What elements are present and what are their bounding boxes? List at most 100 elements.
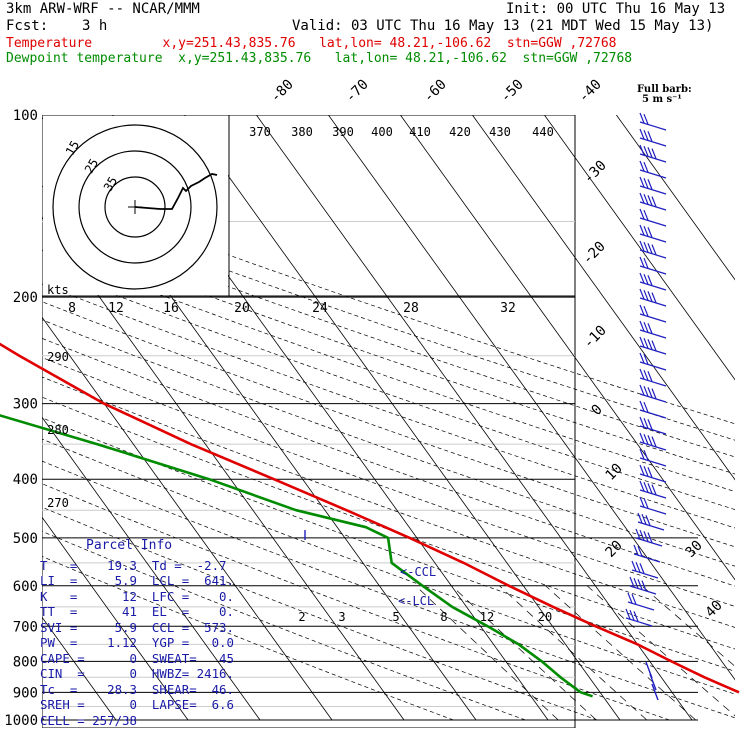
wind-barb-flag xyxy=(631,593,637,605)
wind-barb-staff xyxy=(639,361,667,371)
pressure-tick-label: 900 xyxy=(13,685,38,701)
theta-label: 280 xyxy=(47,423,69,437)
parcel-info-row: SREH = 0 LAPSE= 6.6 xyxy=(40,697,234,712)
wind-barb-staff xyxy=(639,505,667,515)
wind-barb-flag xyxy=(639,192,645,204)
mixing-ratio-label: 5 xyxy=(392,610,399,624)
wind-barb-flag xyxy=(639,563,645,574)
isotherm xyxy=(42,616,117,721)
pressure-tick-label: 1000 xyxy=(4,713,38,729)
wind-barb-flag xyxy=(647,131,653,142)
dewpoint-hook xyxy=(580,691,594,698)
dewpoint-legend: Dewpoint temperature x,y=251.43,835.76 l… xyxy=(6,51,633,66)
isotherm xyxy=(328,115,735,681)
parcel-info-panel: Parcel Info T = 19.3 Td = -2.7 LI = 5.9 … xyxy=(40,538,234,728)
wind-barb-flag xyxy=(637,545,643,557)
dry-adiabat xyxy=(42,483,670,721)
wind-barb-staff xyxy=(627,601,655,611)
hodograph-speed-label: 8 xyxy=(68,301,76,316)
wind-barb-staff xyxy=(639,345,667,355)
wind-barb-flag xyxy=(639,432,645,444)
wind-barb-flag xyxy=(635,528,641,540)
isotherm xyxy=(256,115,693,721)
wind-barb-staff xyxy=(639,249,667,259)
isotherm xyxy=(42,216,405,721)
hodograph-ring xyxy=(52,124,218,290)
theta-label: 380 xyxy=(291,125,313,139)
hodograph-speed-label: 12 xyxy=(108,301,124,316)
wind-barb-flag xyxy=(631,560,637,572)
theta-label: 420 xyxy=(449,125,471,139)
theta-label: 430 xyxy=(489,125,511,139)
wind-barb-staff xyxy=(639,153,667,163)
wind-barb-flag xyxy=(643,129,649,141)
wind-barb-flag xyxy=(647,147,653,158)
wind-barb-flag xyxy=(639,464,645,476)
pressure-tick-label: 300 xyxy=(13,397,38,413)
parcel-annotation: <-CCL xyxy=(400,565,436,579)
isotherm-label: -50 xyxy=(498,77,527,106)
theta-label: 390 xyxy=(332,125,354,139)
wind-barb-flag xyxy=(643,193,649,205)
wind-barb-staff xyxy=(639,473,667,483)
wind-barb-staff xyxy=(631,569,659,579)
wind-barb-flag xyxy=(651,340,657,351)
wind-barb-flag xyxy=(643,145,649,157)
forecast-value: 3 h xyxy=(82,18,108,34)
parcel-info-row: CELL = 257/38 xyxy=(40,712,137,728)
barb-legend-title: Full barb: xyxy=(637,84,692,95)
hodograph-ring xyxy=(104,176,166,238)
parcel-info-row: Tc = 28.3 SHEAR= 46. xyxy=(40,681,234,697)
parcel-info-row: CAPE = 0 SWEAT= 45 xyxy=(40,650,234,666)
isotherm xyxy=(472,115,735,481)
mixing-ratio-label: 3 xyxy=(338,610,345,624)
isotherm-label: 0 xyxy=(589,402,606,419)
wind-barb-flag xyxy=(639,352,645,364)
mixing-ratio-line xyxy=(641,585,735,667)
wind-barb-flag xyxy=(647,291,653,302)
hodograph-speed-label: 28 xyxy=(403,301,419,316)
wind-barb-flag xyxy=(647,532,653,543)
wind-barb-flag xyxy=(643,497,649,509)
dry-adiabat xyxy=(42,301,735,548)
wind-barb-staff xyxy=(639,169,667,179)
plot-frame xyxy=(42,115,576,728)
parcel-info-row: K = 12 LFC = 0. xyxy=(40,588,234,604)
wind-barb-staff xyxy=(639,313,667,323)
pressure-tick-label: 400 xyxy=(13,472,38,488)
wind-barb-flag xyxy=(639,128,645,140)
wind-barb-flag xyxy=(643,385,649,397)
isotherm xyxy=(42,416,261,721)
pressure-tick-label: 600 xyxy=(13,579,38,595)
wind-barb-flag xyxy=(639,256,645,268)
mixing-ratio-line xyxy=(415,585,559,721)
wind-barb-flag xyxy=(633,544,639,556)
wind-barb-staff xyxy=(633,553,661,563)
wind-barb-flag xyxy=(647,483,653,494)
wind-barb-staff xyxy=(639,441,667,451)
dry-adiabat xyxy=(42,283,735,529)
wind-barb-staff xyxy=(629,585,657,595)
wind-barb-flag xyxy=(625,608,631,620)
wind-barb-staff xyxy=(639,329,667,339)
series-dewpoint-temperature xyxy=(0,414,582,694)
wind-barb-flag xyxy=(647,371,653,382)
isotherm-label: -60 xyxy=(421,77,450,106)
wind-barb-staff xyxy=(639,265,667,275)
hodograph-speed-label: 16 xyxy=(163,301,179,316)
wind-barb-flag xyxy=(639,176,645,188)
wind-barb-flag xyxy=(647,435,653,446)
wind-barb-flag xyxy=(639,336,645,348)
wind-barb-staff xyxy=(639,297,667,307)
wind-barb-flag xyxy=(639,320,645,332)
wind-barb-flag xyxy=(639,496,645,508)
isotherm-label: -70 xyxy=(343,77,372,106)
theta-label: 270 xyxy=(47,496,69,510)
hodograph-ring-label: 25 xyxy=(82,156,101,176)
wind-barb-staff xyxy=(649,673,657,691)
hodograph-ring-label: 35 xyxy=(101,174,120,194)
valid-time: Valid: 03 UTC Thu 16 May 13 (21 MDT Wed … xyxy=(292,18,714,34)
isotherm-label: -20 xyxy=(580,239,609,268)
